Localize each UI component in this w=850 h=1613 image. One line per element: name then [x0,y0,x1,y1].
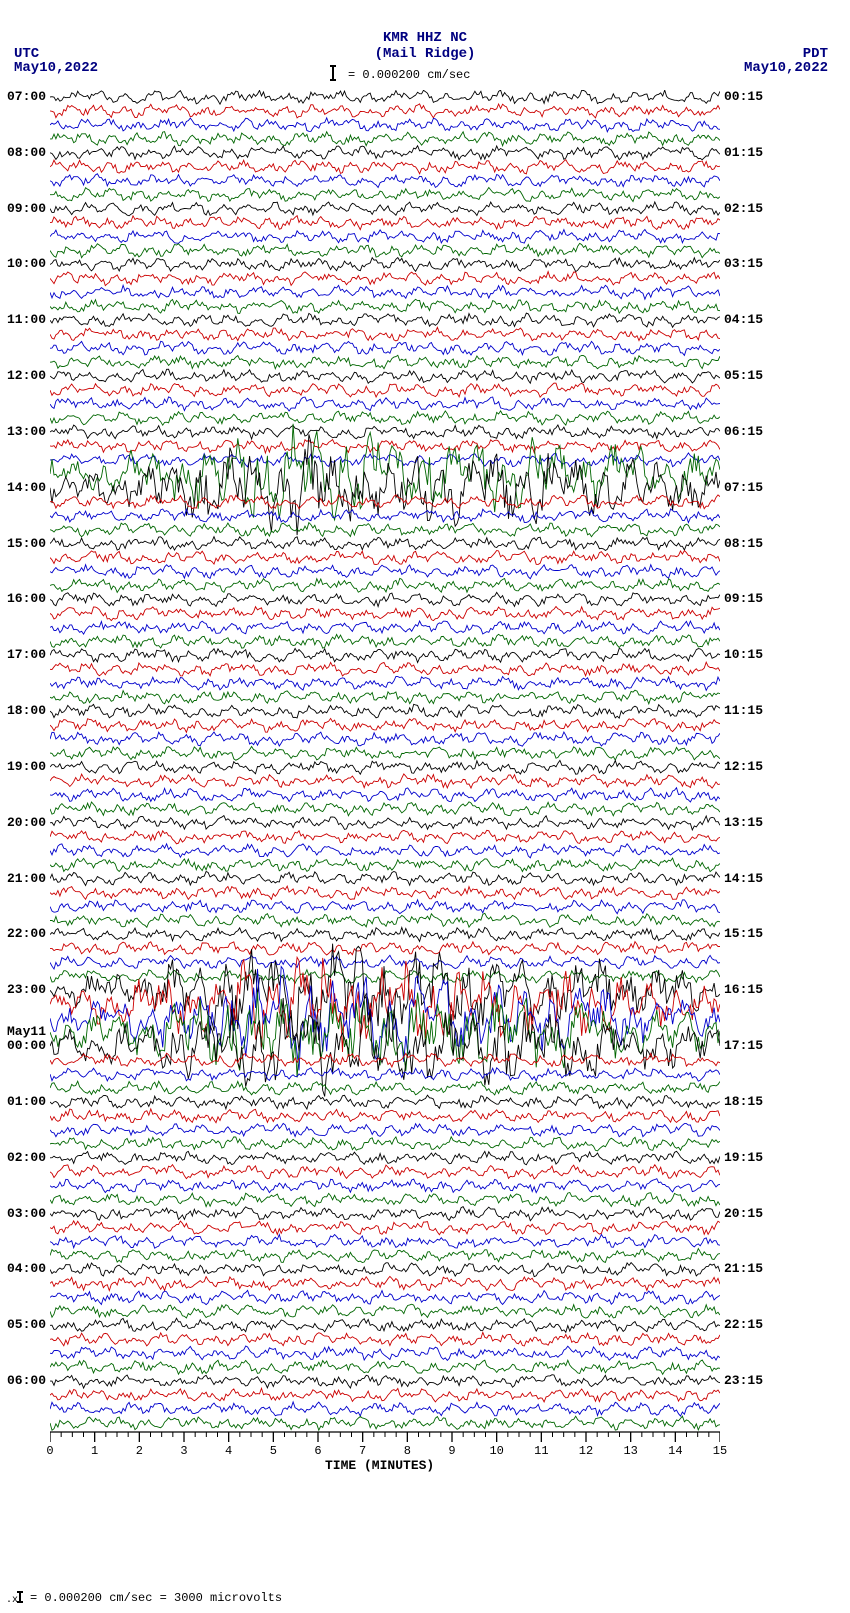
x-tick: 9 [448,1444,455,1458]
x-tick: 10 [489,1444,503,1458]
right-time-label: 14:15 [724,871,763,886]
right-time-label: 09:15 [724,591,763,606]
scale-value: = 0.000200 cm/sec [348,68,470,82]
x-tick: 13 [623,1444,637,1458]
left-time-label: 08:00 [7,145,46,160]
right-time-label: 20:15 [724,1206,763,1221]
left-time-label: 19:00 [7,759,46,774]
date-left: May10,2022 [14,60,98,76]
left-time-label: 03:00 [7,1206,46,1221]
left-time-label: 01:00 [7,1094,46,1109]
footer-scale-text: = 0.000200 cm/sec = 3000 microvolts [30,1591,282,1605]
x-axis-label: TIME (MINUTES) [325,1458,434,1473]
right-time-label: 18:15 [724,1094,763,1109]
right-time-label: 11:15 [724,703,763,718]
right-time-label: 16:15 [724,982,763,997]
footer-scale-bar-icon: .x [6,1591,26,1605]
x-tick: 15 [713,1444,727,1458]
right-time-label: 12:15 [724,759,763,774]
left-time-label: 10:00 [7,256,46,271]
right-time-label: 15:15 [724,926,763,941]
left-time-label: 16:00 [7,591,46,606]
x-tick: 12 [579,1444,593,1458]
station-code: KMR HHZ NC [383,30,467,46]
right-time-label: 19:15 [724,1150,763,1165]
x-tick: 2 [136,1444,143,1458]
date-right: May10,2022 [744,60,828,76]
right-time-label: 21:15 [724,1261,763,1276]
left-time-label: May11 [7,1024,46,1039]
left-time-label: 02:00 [7,1150,46,1165]
x-tick: 5 [270,1444,277,1458]
left-time-label: 11:00 [7,312,46,327]
x-tick: 1 [91,1444,98,1458]
left-time-label: 20:00 [7,815,46,830]
right-time-label: 05:15 [724,368,763,383]
station-location: (Mail Ridge) [375,46,476,62]
left-time-label: 18:00 [7,703,46,718]
svg-text:.x: .x [6,1595,18,1605]
x-tick: 4 [225,1444,232,1458]
left-time-label: 09:00 [7,201,46,216]
right-time-label: 03:15 [724,256,763,271]
left-time-label: 14:00 [7,480,46,495]
left-time-label: 23:00 [7,982,46,997]
left-time-label: 04:00 [7,1261,46,1276]
left-time-label: 06:00 [7,1373,46,1388]
right-time-label: 04:15 [724,312,763,327]
left-time-label: 15:00 [7,536,46,551]
right-time-label: 07:15 [724,480,763,495]
right-time-label: 01:15 [724,145,763,160]
right-time-label: 10:15 [724,647,763,662]
right-time-label: 06:15 [724,424,763,439]
left-time-label: 00:00 [7,1038,46,1053]
x-tick: 11 [534,1444,548,1458]
right-time-label: 13:15 [724,815,763,830]
left-time-label: 21:00 [7,871,46,886]
right-time-label: 00:15 [724,89,763,104]
left-time-label: 12:00 [7,368,46,383]
x-tick: 14 [668,1444,682,1458]
left-time-label: 13:00 [7,424,46,439]
left-time-label: 05:00 [7,1317,46,1332]
scale-bar-icon [330,64,344,82]
x-tick: 6 [314,1444,321,1458]
left-time-label: 07:00 [7,89,46,104]
right-time-label: 23:15 [724,1373,763,1388]
seismogram-plot [50,90,720,1490]
right-time-label: 17:15 [724,1038,763,1053]
left-time-label: 17:00 [7,647,46,662]
x-tick: 7 [359,1444,366,1458]
x-tick: 8 [404,1444,411,1458]
right-time-label: 22:15 [724,1317,763,1332]
left-time-label: 22:00 [7,926,46,941]
x-tick: 3 [180,1444,187,1458]
right-time-label: 08:15 [724,536,763,551]
right-time-label: 02:15 [724,201,763,216]
x-tick: 0 [46,1444,53,1458]
